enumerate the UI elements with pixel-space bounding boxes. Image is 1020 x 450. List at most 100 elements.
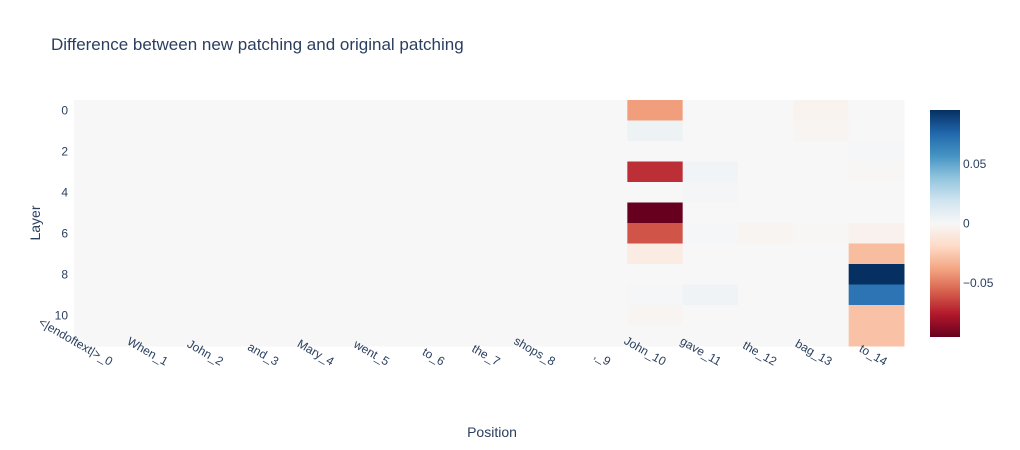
heatmap-cell: [350, 182, 407, 203]
heatmap-cell: [240, 161, 296, 183]
heatmap-cell: [295, 325, 352, 347]
heatmap-cell: [516, 120, 573, 142]
heatmap-cell: [406, 223, 462, 244]
heatmap-cell: [627, 161, 684, 183]
heatmap-cell: [627, 305, 684, 326]
heatmap-cell: [184, 182, 241, 203]
y-tick-label: 8: [61, 267, 68, 281]
heatmap-cell: [406, 264, 462, 285]
heatmap-cell: [295, 202, 352, 224]
heatmap-cell: [406, 100, 462, 121]
heatmap-cell: [406, 141, 462, 162]
heatmap-cell: [461, 305, 518, 326]
heatmap-cell: [184, 325, 241, 347]
heatmap-cell: [184, 223, 241, 244]
heatmap-cell: [848, 141, 905, 162]
heatmap-cell: [682, 120, 739, 142]
heatmap-cell: [738, 202, 794, 224]
heatmap-cell: [516, 202, 573, 224]
heatmap-cell: [516, 182, 573, 203]
heatmap-cell: [461, 284, 518, 306]
heatmap-cell: [240, 202, 296, 224]
heatmap-cell: [793, 264, 850, 285]
heatmap-cell: [682, 141, 739, 162]
heatmap-cell: [350, 100, 407, 121]
heatmap-cell: [793, 161, 850, 183]
heatmap-cell: [184, 141, 241, 162]
heatmap-cell: [184, 100, 241, 121]
heatmap-cell: [848, 243, 905, 265]
heatmap-cell: [848, 100, 905, 121]
heatmap-cell: [572, 182, 628, 203]
heatmap-cell: [627, 223, 684, 244]
heatmap-cell: [738, 284, 794, 306]
heatmap-cell: [682, 100, 739, 121]
heatmap-cell: [516, 100, 573, 121]
heatmap-cell: [350, 120, 407, 142]
y-tick-label: 4: [61, 185, 68, 199]
heatmap-cell: [295, 161, 352, 183]
heatmap-cell: [793, 243, 850, 265]
heatmap-cell: [129, 223, 186, 244]
heatmap-cell: [74, 264, 130, 285]
colorbar-tick-label: −0.05: [963, 276, 994, 290]
heatmap-cell: [848, 264, 905, 285]
heatmap-cell: [627, 120, 684, 142]
heatmap-cell: [295, 243, 352, 265]
heatmap-cell: [627, 182, 684, 203]
colorbar: [930, 110, 960, 337]
heatmap-cell: [682, 305, 739, 326]
heatmap-cell: [240, 264, 296, 285]
heatmap-cell: [848, 325, 905, 347]
heatmap-cell: [516, 305, 573, 326]
heatmap-cell: [627, 264, 684, 285]
colorbar-ticks: 0.05 0 −0.05: [963, 157, 994, 290]
heatmap-cell: [461, 264, 518, 285]
colorbar-tick-label: 0: [963, 217, 970, 231]
heatmap-cell: [129, 243, 186, 265]
heatmap-cell: [406, 243, 462, 265]
heatmap-cell: [738, 141, 794, 162]
heatmap-cell: [793, 141, 850, 162]
heatmap-cell: [406, 182, 462, 203]
heatmap-cell: [184, 120, 241, 142]
heatmap-cell: [572, 243, 628, 265]
heatmap-cell: [184, 202, 241, 224]
heatmap-cell: [461, 202, 518, 224]
heatmap-cell: [350, 202, 407, 224]
heatmap-cell: [738, 243, 794, 265]
heatmap-cell: [572, 100, 628, 121]
heatmap-cell: [516, 161, 573, 183]
heatmap-cell: [627, 141, 684, 162]
heatmap-cell: [240, 120, 296, 142]
heatmap-cell: [738, 161, 794, 183]
heatmap-cell: [682, 161, 739, 183]
heatmap-cell: [74, 202, 130, 224]
heatmap-cell: [682, 284, 739, 306]
heatmap-cell: [461, 141, 518, 162]
heatmap-cell: [350, 243, 407, 265]
heatmap-cell: [738, 100, 794, 121]
heatmap-cell: [461, 223, 518, 244]
heatmap-cell: [793, 284, 850, 306]
y-axis-title: Layer: [27, 205, 43, 240]
heatmap-cell: [516, 141, 573, 162]
heatmap-cell: [295, 120, 352, 142]
y-axis-ticks: 0 2 4 6 8 10: [55, 103, 69, 322]
heatmap-cell: [793, 100, 850, 121]
heatmap-cell: [627, 202, 684, 224]
heatmap-cell: [184, 243, 241, 265]
heatmap-cell: [848, 202, 905, 224]
heatmap-cell: [350, 161, 407, 183]
heatmap-cell: [572, 284, 628, 306]
heatmap-cell: [129, 141, 186, 162]
heatmap-cell: [793, 305, 850, 326]
heatmap-cell: [129, 202, 186, 224]
heatmap-cell: [793, 325, 850, 347]
y-tick-label: 0: [61, 103, 68, 117]
heatmap-cell: [572, 223, 628, 244]
heatmap-cell: [627, 284, 684, 306]
heatmap-cell: [350, 141, 407, 162]
heatmap-cell: [74, 100, 130, 121]
heatmap-cell: [738, 120, 794, 142]
